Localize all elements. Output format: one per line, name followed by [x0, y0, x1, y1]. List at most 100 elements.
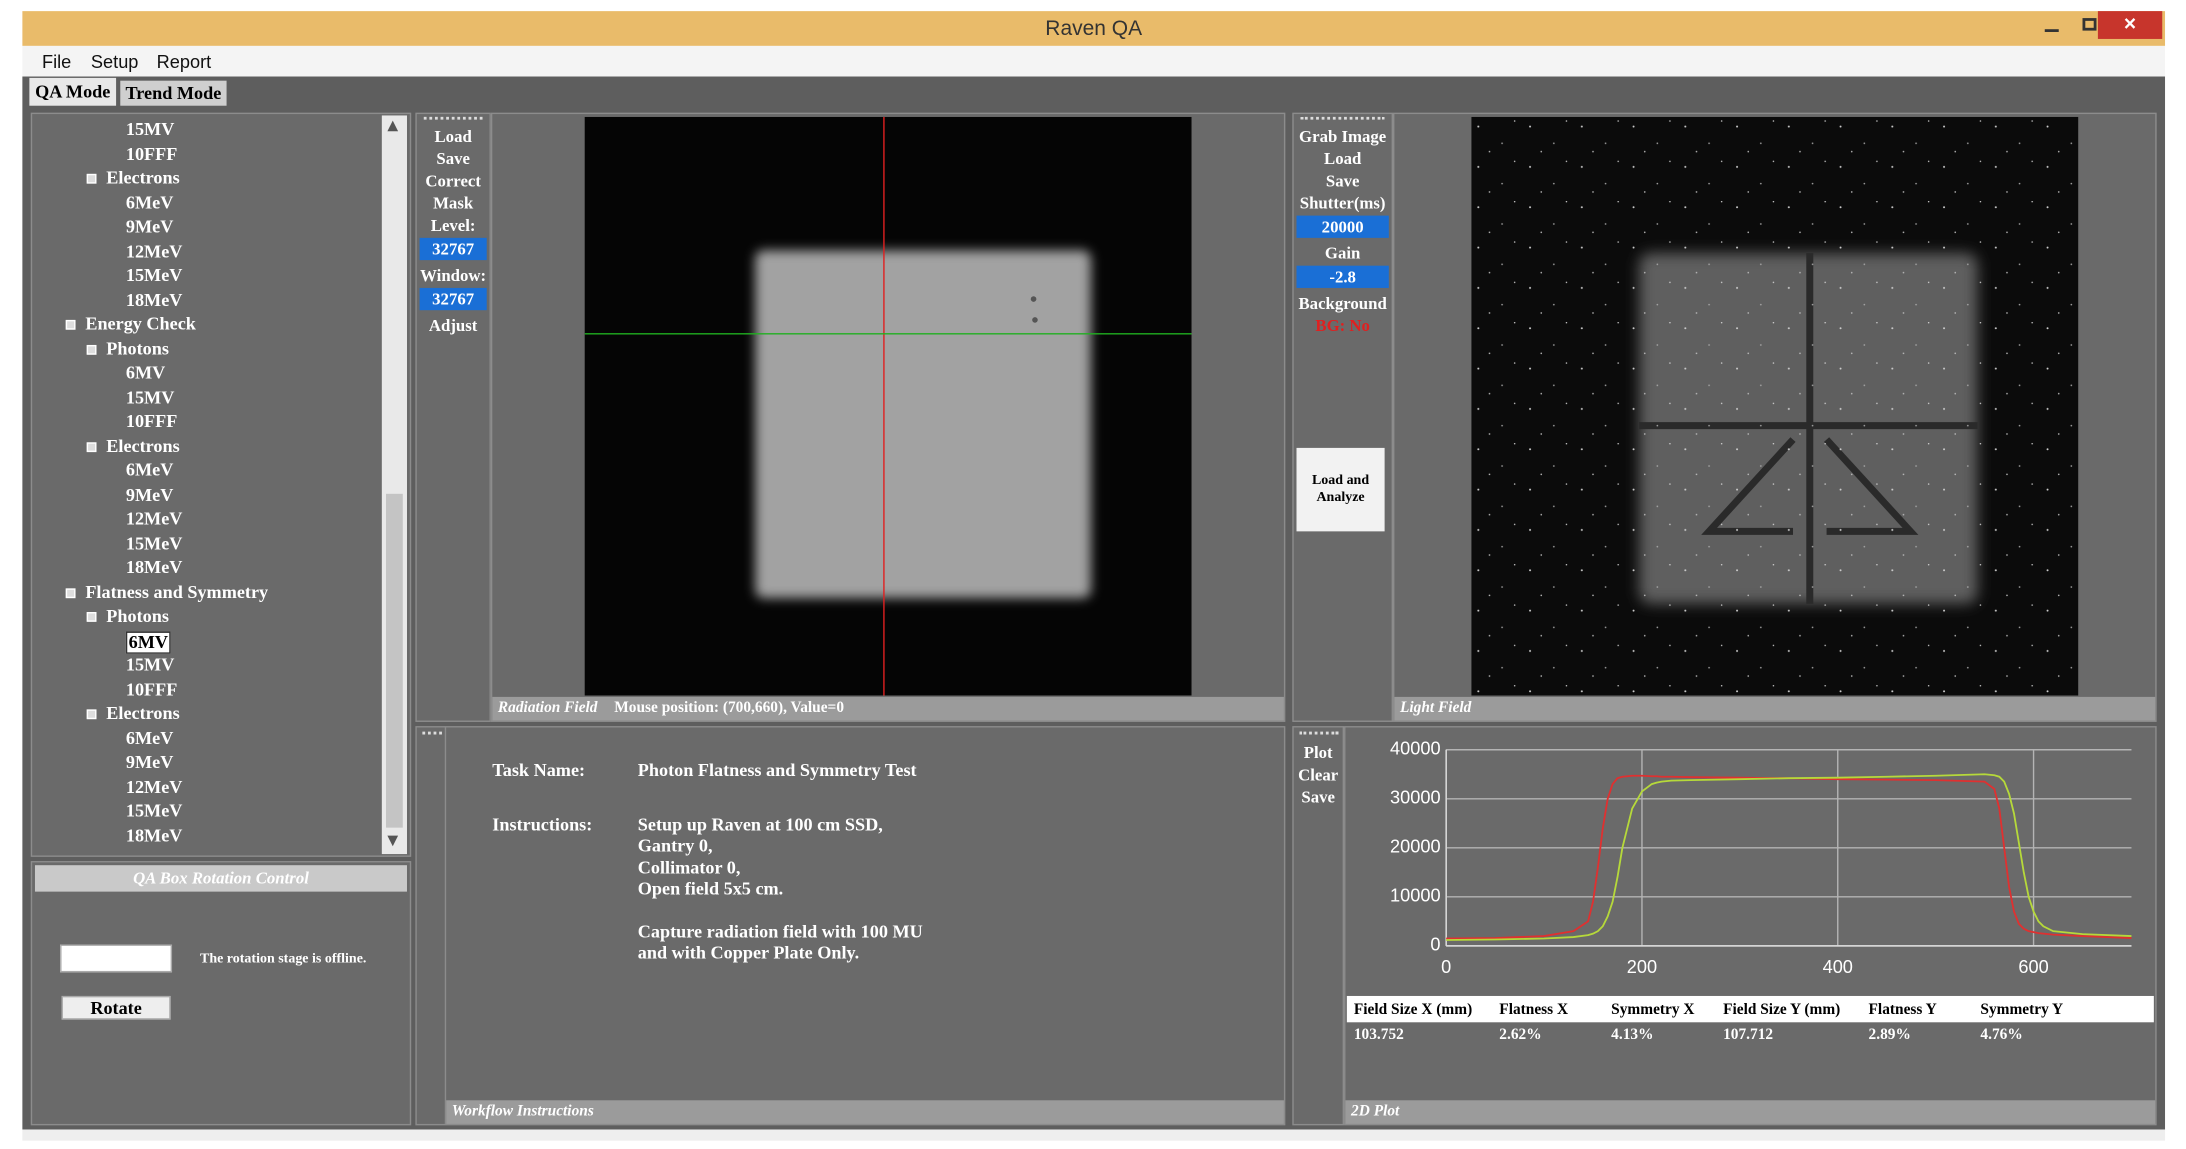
tree-leaf[interactable]: 15MV [125, 386, 175, 407]
tool-button[interactable]: Adjust [428, 315, 478, 336]
table-header-row [1346, 995, 2154, 1023]
scrollbar-thumb[interactable] [386, 493, 403, 828]
tab-selected[interactable]: QA Mode [29, 77, 117, 106]
tool-button[interactable]: Grab Image [1299, 126, 1387, 147]
table-header: Symmetry X [1611, 1001, 1695, 1019]
tree-group[interactable]: Energy Check [85, 312, 196, 334]
panel-caption: 2D Plot [1345, 1100, 2156, 1124]
tree-leaf[interactable]: 15MeV [125, 799, 183, 821]
tool-button[interactable]: Mask [433, 193, 474, 213]
expander[interactable] [86, 441, 97, 452]
tree-leaf[interactable]: 15MeV [125, 532, 183, 553]
tool-button[interactable]: Clear [1298, 765, 1339, 785]
tree-leaf[interactable]: 12MeV [125, 239, 183, 261]
tree-leaf[interactable]: 6MV [125, 361, 166, 383]
tree-leaf[interactable]: 18MeV [125, 824, 183, 846]
x-tick-label: 400 [1823, 957, 1853, 977]
table-header: Field Size Y (mm) [1723, 1001, 1841, 1019]
menu-item[interactable]: Report [156, 51, 212, 73]
menu-item[interactable]: Setup [90, 51, 139, 73]
table-cell: 2.62% [1499, 1026, 1542, 1044]
tool-button[interactable]: Load [1323, 148, 1362, 169]
close-button[interactable]: × [2097, 11, 2163, 39]
tab[interactable]: Trend Mode [120, 80, 227, 106]
instructions-label: Instructions: [492, 813, 593, 835]
expander[interactable] [65, 319, 76, 330]
analyze-button[interactable]: Load and Analyze [1296, 447, 1385, 532]
tool-button[interactable]: Plot [1303, 742, 1333, 763]
workflow-panel: Task Name: Photon Flatness and Symmetry … [415, 726, 1286, 1126]
window-field[interactable]: 32767 [419, 287, 487, 311]
tree-leaf[interactable]: 12MeV [125, 775, 183, 797]
tree-leaf[interactable]: 10FFF [125, 678, 178, 699]
scroll-up[interactable]: ▲ [387, 118, 399, 134]
rotate-button[interactable]: Rotate [61, 995, 171, 1020]
light-image [1471, 116, 2079, 696]
table-cell: 103.752 [1353, 1026, 1404, 1044]
tool-button[interactable]: Save [436, 148, 470, 169]
grip [422, 731, 442, 738]
expander[interactable] [86, 709, 97, 720]
plot-toolbar: Plot Clear Save [1292, 726, 1345, 1126]
tree-leaf[interactable]: 6MeV [125, 726, 174, 748]
tree-leaf[interactable]: 6MeV [125, 191, 174, 213]
table-header: Flatness X [1499, 1001, 1569, 1019]
tool-button[interactable]: Correct [425, 171, 481, 191]
tree-leaf[interactable]: 10FFF [125, 142, 178, 164]
tool-button[interactable]: Load [434, 126, 472, 147]
shutter-field[interactable]: 20000 [1296, 215, 1389, 238]
grip [1300, 116, 1385, 123]
tree-subgroup[interactable]: Electrons [106, 702, 180, 724]
expander[interactable] [86, 612, 97, 622]
level-field[interactable]: 32767 [419, 237, 487, 261]
y-tick-label: 0 [1430, 935, 1440, 955]
status-bar [22, 1129, 2166, 1141]
y-tick-label: 10000 [1390, 886, 1441, 906]
tree-leaf[interactable]: 9MeV [125, 751, 174, 773]
panel-caption: Workflow Instructions [446, 1100, 1284, 1124]
tree-subgroup[interactable]: Photons [106, 605, 169, 626]
tree-leaf[interactable]: 9MeV [125, 215, 174, 237]
menu-item[interactable]: File [41, 51, 72, 73]
angle-input[interactable] [60, 944, 173, 973]
plot-panel: 0 10000 20000 30000 40000 0 200 400 600 Field Si… [1344, 726, 2157, 1126]
scrollbar[interactable]: ▲ ▼ [381, 115, 407, 855]
grip [1299, 731, 1339, 738]
background-label: Background [1298, 293, 1387, 313]
tree-leaf[interactable]: 9MeV [125, 483, 174, 505]
results-table: Field Size X (mm) Flatness X Symmetry X Fie… [1346, 995, 2154, 1049]
tool-button[interactable]: Save [1301, 787, 1335, 807]
tree-leaf[interactable]: 6MeV [125, 459, 174, 480]
tree-leaf[interactable]: 6MV [125, 630, 171, 654]
tree-leaf[interactable]: 15MV [125, 118, 175, 140]
tool-button[interactable]: Save [1325, 171, 1360, 191]
gain-field[interactable]: -2.8 [1296, 265, 1389, 288]
light-panel: Light Field [1393, 112, 2157, 722]
expander[interactable] [86, 344, 97, 355]
scroll-down[interactable]: ▼ [387, 833, 399, 849]
y-tick-label: 30000 [1390, 788, 1441, 808]
tree-leaf[interactable]: 18MeV [125, 556, 183, 578]
instruction-line: and with Copper Plate Only. [637, 941, 860, 963]
shutter-label: Shutter(ms) [1299, 193, 1386, 213]
tree-subgroup[interactable]: Electrons [106, 434, 180, 456]
table-header: Flatness Y [1868, 1001, 1937, 1019]
tree-leaf[interactable]: 12MeV [125, 507, 183, 529]
x-tick-label: 600 [2018, 957, 2048, 977]
tree-subgroup[interactable]: Electrons [106, 166, 180, 188]
tree-group[interactable]: Flatness and Symmetry [85, 580, 269, 602]
tree-subgroup[interactable]: Photons [106, 337, 169, 359]
restore-button[interactable] [2071, 11, 2107, 42]
minimize-button[interactable] [2034, 11, 2070, 42]
panel-header: QA Box Rotation Control [34, 865, 407, 892]
title-bar: Raven QA × [22, 11, 2166, 46]
table-cell: 107.712 [1723, 1026, 1774, 1044]
expander[interactable] [65, 587, 76, 598]
tree-leaf[interactable]: 18MeV [125, 288, 183, 310]
task-name: Photon Flatness and Symmetry Test [637, 759, 917, 781]
tree-leaf[interactable]: 15MeV [125, 264, 183, 286]
tree-leaf[interactable]: 10FFF [125, 410, 178, 432]
expander[interactable] [86, 173, 97, 184]
tree-leaf[interactable]: 15MV [125, 653, 175, 675]
